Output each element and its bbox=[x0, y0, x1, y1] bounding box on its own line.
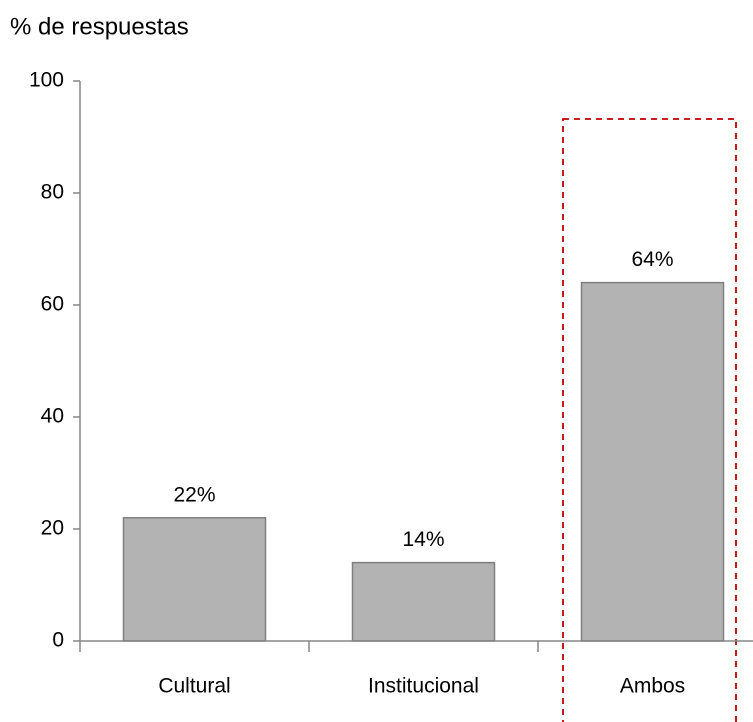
x-tick-label: Institucional bbox=[368, 675, 479, 698]
value-label: 22% bbox=[173, 483, 215, 506]
value-label: 14% bbox=[402, 528, 444, 551]
y-tick-label: 80 bbox=[41, 181, 64, 204]
y-tick-label: 60 bbox=[41, 293, 64, 316]
y-tick-label: 0 bbox=[52, 629, 64, 652]
x-tick-label: Ambos bbox=[620, 675, 685, 698]
value-label: 64% bbox=[631, 248, 673, 271]
y-tick-label: 40 bbox=[41, 405, 64, 428]
y-axis-label: % de respuestas bbox=[10, 13, 189, 40]
bar bbox=[351, 561, 496, 642]
highlight-box bbox=[562, 118, 737, 722]
y-tick-label: 100 bbox=[29, 69, 64, 92]
x-tick-label: Cultural bbox=[158, 675, 230, 698]
y-tick-label: 20 bbox=[41, 517, 64, 540]
bar bbox=[122, 517, 267, 642]
bar bbox=[580, 281, 725, 642]
